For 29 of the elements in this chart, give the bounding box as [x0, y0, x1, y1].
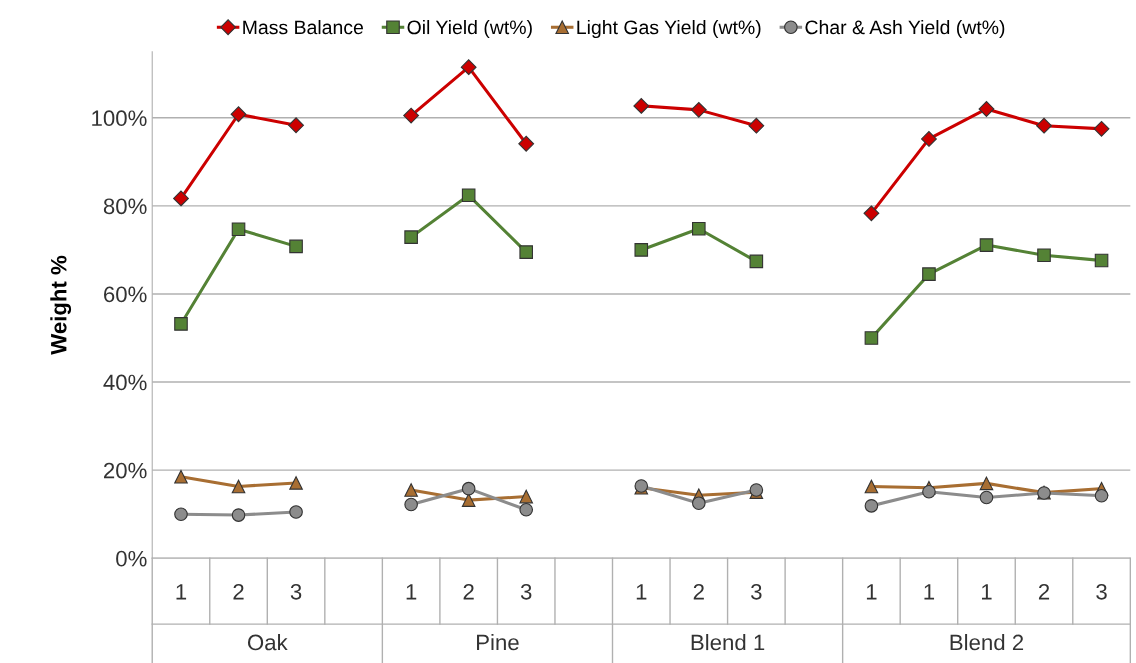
- x-tick-label: 1: [866, 584, 877, 600]
- legend-label: Light Gas Yield (wt%): [577, 19, 761, 39]
- x-tick-label: 2: [693, 583, 704, 600]
- x-tick-label: 3: [290, 583, 302, 600]
- legend-label: Mass Balance: [243, 19, 363, 35]
- x-tick-label: 2: [233, 583, 244, 600]
- y-tick-label: 40%: [103, 374, 147, 391]
- text: Blend 2: [950, 634, 1024, 651]
- y-tick-label: 60%: [104, 286, 147, 303]
- x-tick-label: 1: [924, 584, 935, 600]
- text: Pine: [477, 634, 519, 651]
- x-tick-label: 2: [463, 583, 474, 600]
- y-tick-label: 20%: [104, 462, 147, 479]
- legend-label: Char & Ash Yield (wt%): [805, 19, 1005, 39]
- text: Blend 1: [691, 634, 765, 651]
- x-tick-label: 2: [1038, 583, 1050, 600]
- y-tick-label: 0%: [116, 550, 147, 567]
- x-tick-label: 3: [520, 583, 532, 600]
- y-axis-title: Weight %: [50, 255, 72, 355]
- x-tick-label: 1: [176, 584, 187, 600]
- x-tick-label: 3: [751, 583, 762, 600]
- legend-label: Oil Yield (wt%): [407, 19, 532, 39]
- x-tick-label: 1: [636, 584, 647, 600]
- x-tick-label: 1: [406, 584, 417, 600]
- y-tick-label: 80%: [103, 198, 147, 215]
- x-tick-label: 1: [982, 584, 992, 600]
- y-tick-label: 100%: [92, 110, 147, 127]
- x-tick-label: 3: [1096, 583, 1107, 600]
- text: Oak: [247, 634, 288, 651]
